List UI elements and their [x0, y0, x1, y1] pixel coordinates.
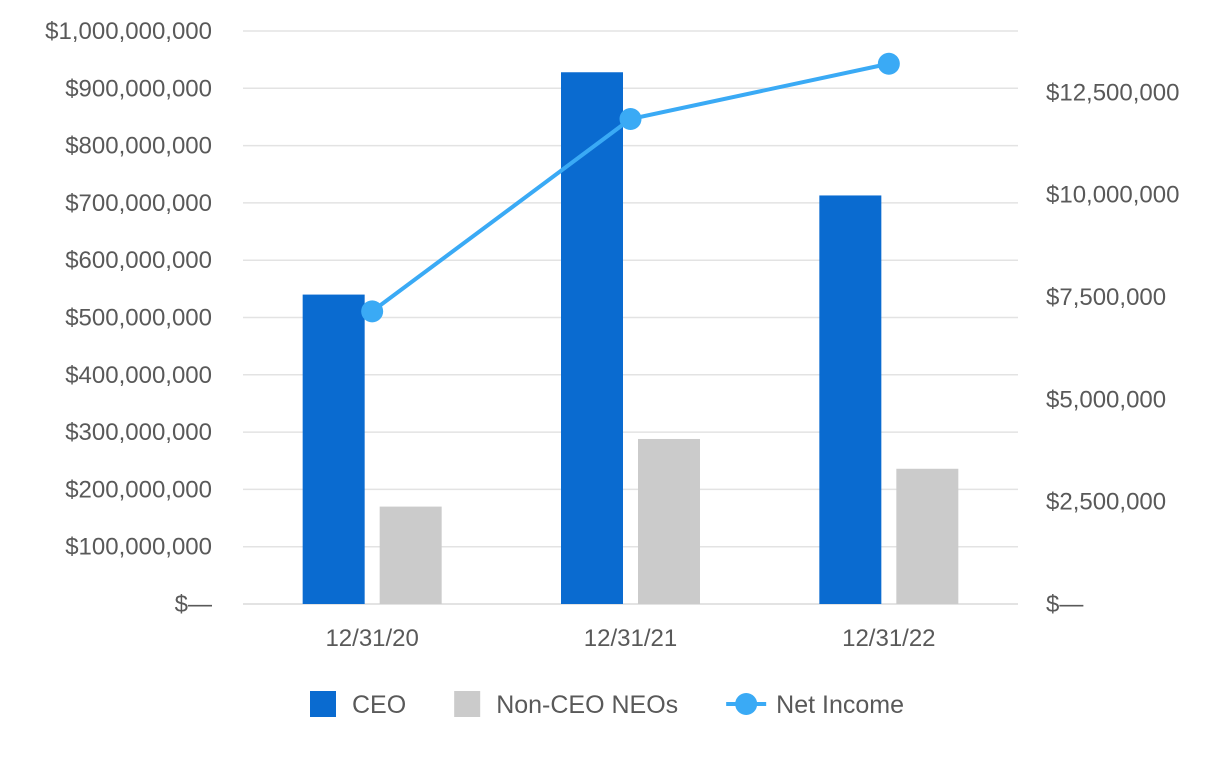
- right-tick-label: $—: [1046, 591, 1083, 618]
- right-tick-label: $2,500,000: [1046, 489, 1166, 516]
- bar-non-ceo-neos: [638, 438, 700, 604]
- left-tick-label: $200,000,000: [65, 476, 212, 503]
- net-income-line: [361, 52, 900, 323]
- left-tick-label: $300,000,000: [65, 419, 212, 446]
- bar-non-ceo-neos: [379, 506, 442, 604]
- right-y-axis: $— $2,500,000 $5,000,000 $7,500,000 $10,000,…: [1046, 79, 1179, 618]
- bar-ceo: [302, 294, 365, 604]
- right-tick-label: $7,500,000: [1046, 284, 1166, 311]
- bar-ceo: [819, 195, 882, 605]
- right-tick-label: $10,000,000: [1046, 182, 1179, 209]
- x-axis: 12/31/20 12/31/21 12/31/22: [325, 625, 935, 652]
- left-tick-label: $900,000,000: [65, 75, 212, 102]
- right-tick-label: $12,500,000: [1046, 79, 1179, 106]
- left-tick-label: $800,000,000: [65, 133, 212, 160]
- left-tick-label: $1,000,000,000: [45, 18, 212, 45]
- left-tick-label: $100,000,000: [65, 534, 212, 561]
- legend: CEO Non-CEO NEOs Net Income: [310, 691, 904, 719]
- net-income-marker: [361, 300, 384, 323]
- x-tick-label: 12/31/21: [584, 625, 677, 652]
- x-tick-label: 12/31/20: [325, 625, 418, 652]
- left-tick-label: $500,000,000: [65, 305, 212, 332]
- bars: [302, 72, 959, 605]
- net-income-marker: [619, 107, 642, 130]
- left-tick-label: $—: [175, 591, 212, 618]
- right-tick-label: $5,000,000: [1046, 386, 1166, 413]
- left-tick-label: $400,000,000: [65, 362, 212, 389]
- legend-swatch-ceo: [310, 691, 336, 717]
- bar-non-ceo-neos: [896, 468, 959, 604]
- left-tick-label: $700,000,000: [65, 190, 212, 217]
- x-tick-label: 12/31/22: [842, 625, 935, 652]
- bar-ceo: [561, 72, 623, 605]
- net-income-line-path: [370, 61, 890, 313]
- net-income-marker: [877, 52, 900, 75]
- legend-label-ceo: CEO: [352, 691, 406, 719]
- left-tick-label: $600,000,000: [65, 247, 212, 274]
- legend-swatch-non-ceo-neos: [454, 691, 481, 717]
- left-y-axis: $— $100,000,000 $200,000,000 $300,000,000 $4…: [45, 18, 212, 618]
- legend-marker-net-income: [735, 693, 758, 715]
- legend-label-net-income: Net Income: [776, 691, 904, 719]
- legend-label-non-ceo-neos: Non-CEO NEOs: [496, 691, 678, 719]
